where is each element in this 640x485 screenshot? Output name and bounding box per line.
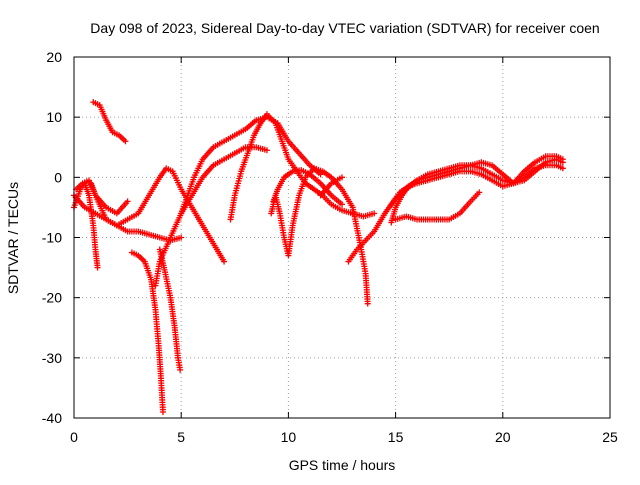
data-point — [124, 198, 131, 205]
series-arc-17 — [388, 153, 566, 208]
series-arc-9 — [178, 114, 324, 217]
series-arc-16 — [392, 189, 483, 223]
y-tick-label: -30 — [42, 350, 62, 366]
x-tick-label: 10 — [281, 429, 297, 445]
y-tick-label: 10 — [46, 109, 62, 125]
y-axis-label: SDTVAR / TECUs — [5, 182, 21, 294]
data-point — [94, 264, 101, 271]
data-point — [221, 258, 228, 265]
data-point — [263, 147, 270, 154]
y-tick-label: -20 — [42, 290, 62, 306]
y-tick-label: 20 — [46, 49, 62, 65]
x-axis-label: GPS time / hours — [289, 457, 396, 473]
y-tick-label: -40 — [42, 410, 62, 426]
y-tick-label: -10 — [42, 230, 62, 246]
data-point — [364, 300, 371, 307]
data-point — [559, 165, 566, 172]
grid-layer — [74, 57, 610, 418]
data-point — [559, 156, 566, 163]
y-tick-label: 0 — [54, 169, 62, 185]
x-tick-label: 20 — [495, 429, 511, 445]
data-point — [178, 234, 185, 241]
data-point — [339, 174, 345, 181]
tick-layer: 0 5 10 15 20 25 -40 -30 -20 -10 0 10 20 — [42, 49, 618, 445]
data-point — [371, 210, 378, 217]
series-arc-13 — [317, 174, 345, 199]
data-layer — [71, 99, 566, 415]
series-arc-10 — [227, 111, 378, 223]
series-arc-12 — [270, 167, 345, 208]
series-arc-8 — [152, 144, 270, 289]
series-arc-5 — [88, 180, 131, 217]
x-tick-label: 5 — [177, 429, 185, 445]
data-point — [339, 201, 345, 208]
data-point — [122, 138, 129, 145]
x-tick-label: 0 — [70, 429, 78, 445]
data-point — [177, 366, 184, 373]
x-tick-label: 25 — [602, 429, 618, 445]
series-arc-7 — [156, 246, 184, 373]
series-arc-6 — [128, 249, 166, 415]
data-point — [476, 189, 483, 196]
data-point — [159, 408, 166, 415]
series-arc-11 — [268, 165, 371, 307]
x-tick-label: 15 — [388, 429, 404, 445]
series-arc-1 — [90, 99, 129, 145]
chart-title: Day 098 of 2023, Sidereal Day-to-day VTE… — [90, 20, 599, 36]
